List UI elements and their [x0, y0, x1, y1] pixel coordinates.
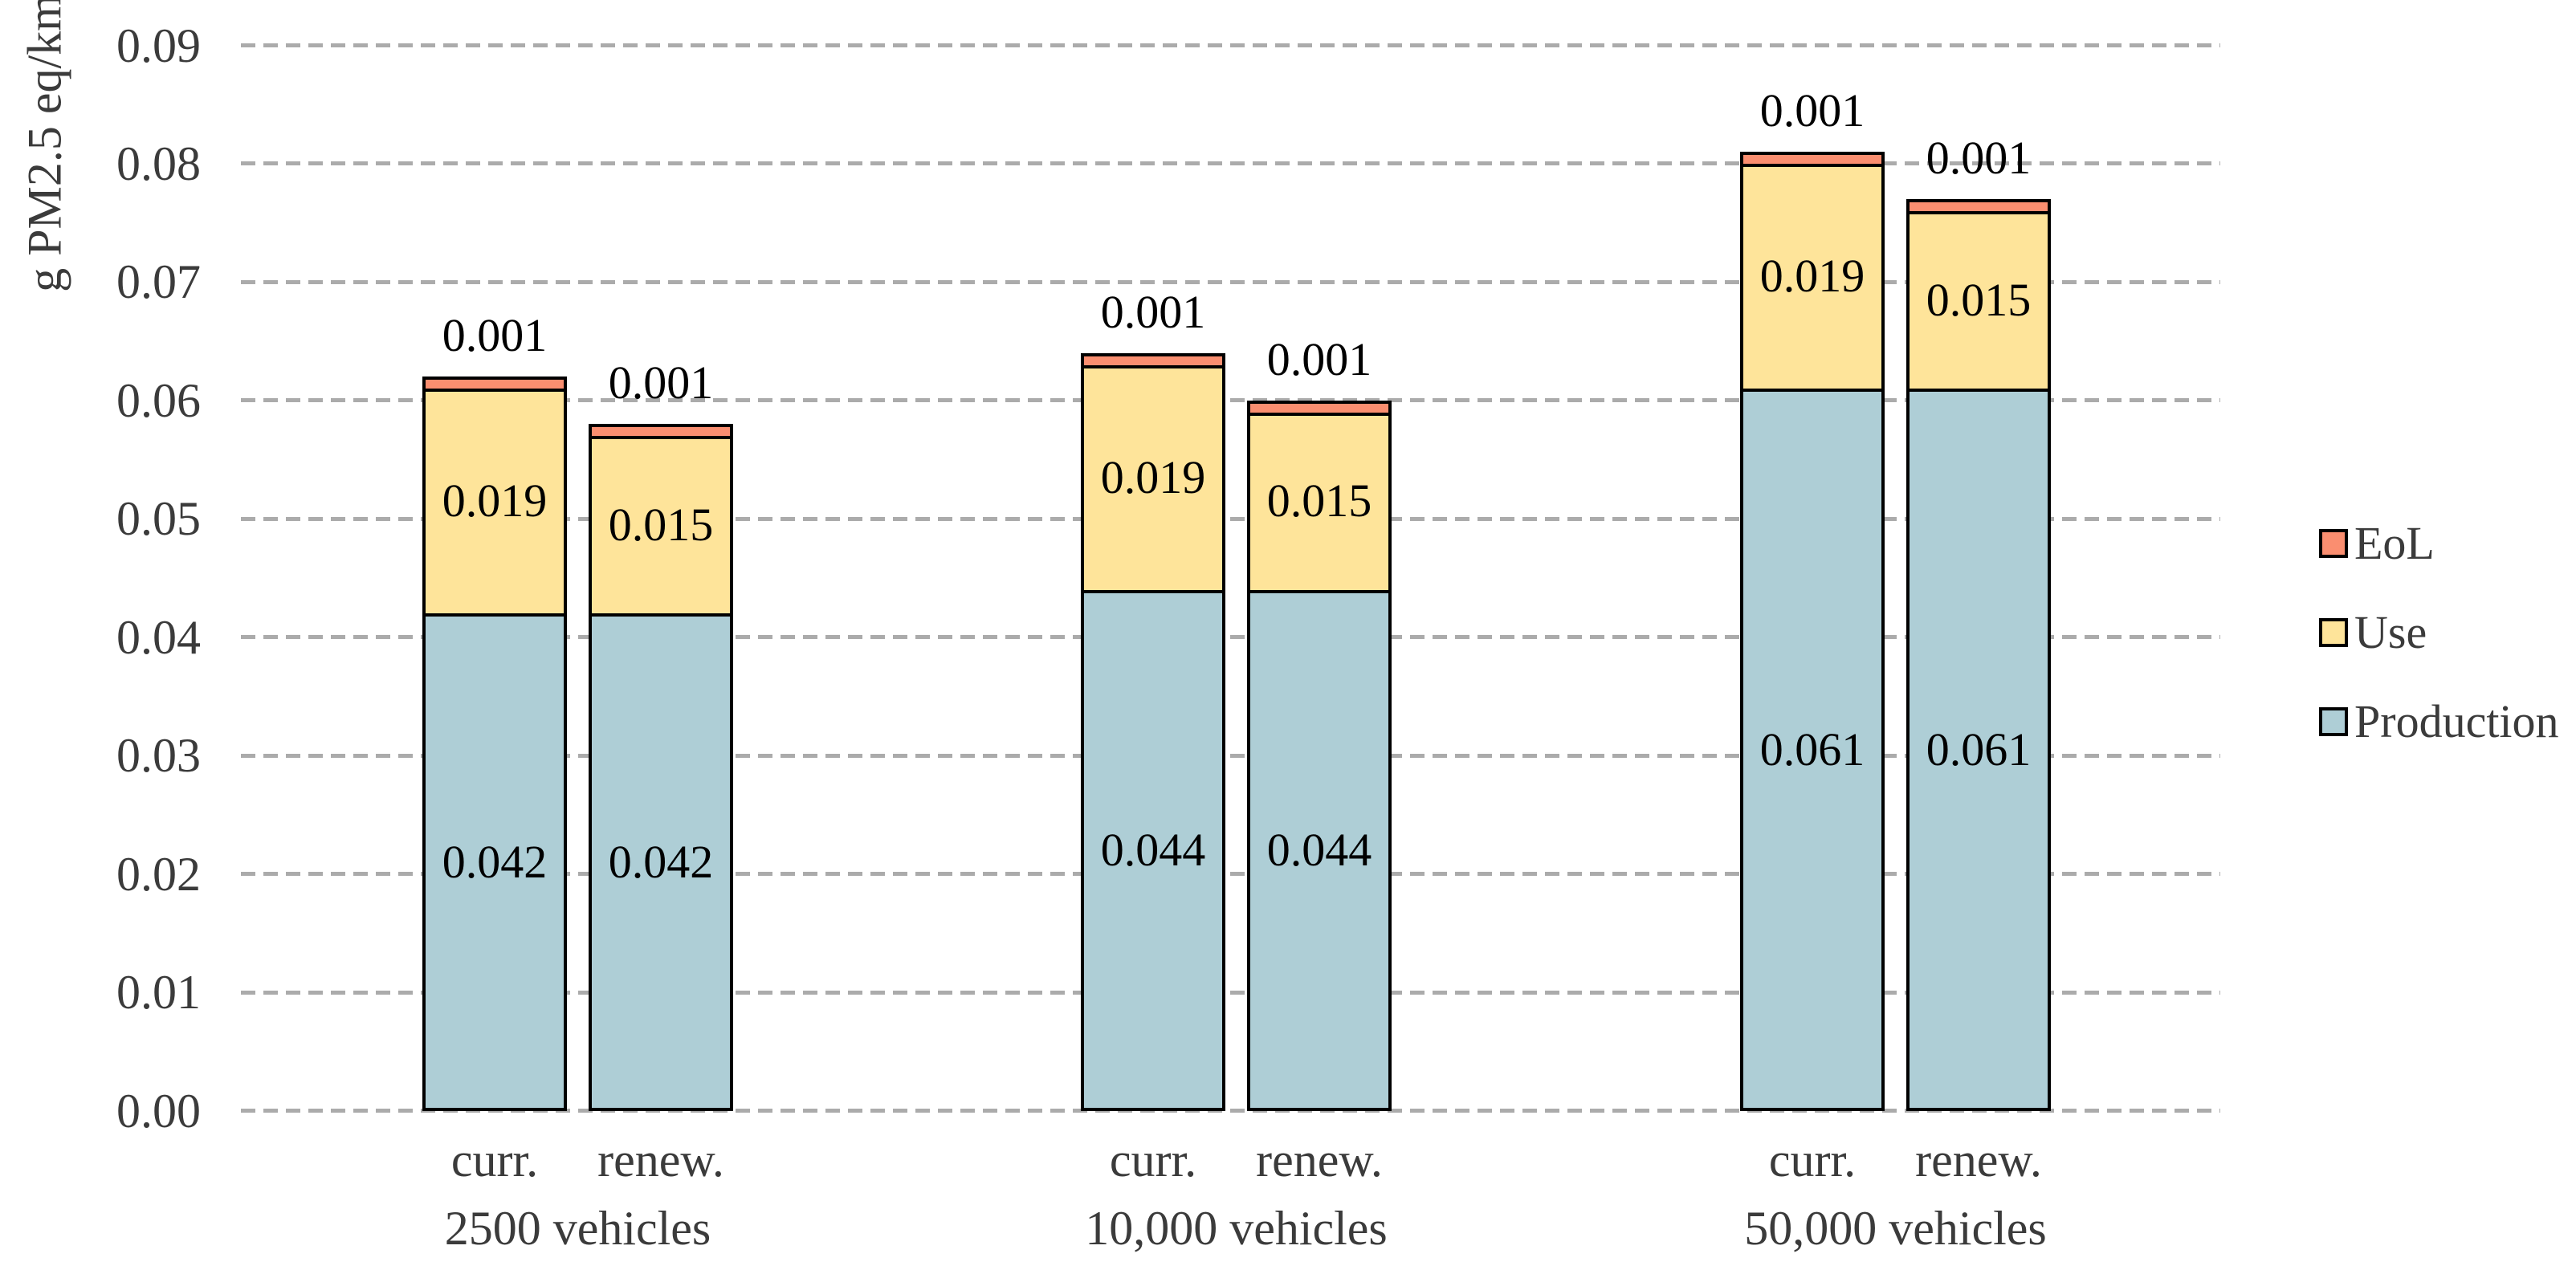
- y-gridline: [241, 872, 2220, 877]
- y-tick-label: 0.07: [116, 255, 201, 309]
- y-gridline: [241, 161, 2220, 166]
- bar-segment-production: [1740, 389, 1885, 1111]
- legend-label-eol: EoL: [2354, 516, 2435, 569]
- y-tick-label: 0.03: [116, 729, 201, 783]
- bar-label-production: 0.061: [1759, 723, 1865, 775]
- y-gridline: [241, 1109, 2220, 1113]
- bar-label-use: 0.019: [442, 474, 548, 527]
- legend-swatch-eol: [2319, 528, 2348, 558]
- y-tick-label: 0.05: [116, 492, 201, 546]
- x-tick-label: renew.: [597, 1134, 724, 1187]
- bar-segment-production: [589, 613, 733, 1111]
- group-label: 10,000 vehicles: [1085, 1202, 1388, 1255]
- bar-label-eol: 0.001: [1759, 84, 1865, 137]
- bar-segment-use: [1740, 164, 1885, 389]
- bar-label-eol: 0.001: [608, 356, 714, 409]
- x-tick-label: renew.: [1256, 1134, 1383, 1187]
- y-gridline: [241, 753, 2220, 758]
- legend-label-production: Production: [2354, 694, 2559, 747]
- bar-segment-production: [422, 613, 567, 1111]
- y-tick-label: 0.09: [116, 18, 201, 72]
- bar-label-eol: 0.001: [1100, 285, 1206, 338]
- legend-swatch-production: [2319, 706, 2348, 736]
- bar-label-production: 0.044: [1100, 824, 1206, 877]
- bar-segment-production: [1081, 589, 1225, 1111]
- y-gridline: [241, 635, 2220, 640]
- y-gridline: [241, 990, 2220, 995]
- bar-label-production: 0.042: [442, 835, 548, 888]
- bar-segment-eol: [589, 424, 733, 437]
- group-label: 50,000 vehicles: [1744, 1202, 2047, 1255]
- y-gridline: [241, 516, 2220, 521]
- bar-segment-use: [1247, 412, 1392, 590]
- legend-label-use: Use: [2354, 605, 2427, 658]
- y-tick-label: 0.02: [116, 847, 201, 901]
- y-gridline: [241, 279, 2220, 284]
- y-gridline: [241, 43, 2220, 48]
- bar-label-production: 0.061: [1926, 723, 2032, 775]
- y-tick-label: 0.04: [116, 610, 201, 664]
- bar-label-eol: 0.001: [1266, 332, 1372, 385]
- y-tick-label: 0.01: [116, 966, 201, 1020]
- bar-segment-use: [1906, 210, 2051, 389]
- bar-segment-production: [1247, 589, 1392, 1111]
- legend-swatch-use: [2319, 617, 2348, 647]
- x-tick-label: curr.: [1109, 1134, 1197, 1187]
- bar-segment-use: [422, 389, 567, 614]
- bar-segment-eol: [422, 377, 567, 389]
- bar-label-use: 0.015: [608, 498, 714, 551]
- bar-segment-production: [1906, 389, 2051, 1111]
- bar-label-production: 0.044: [1266, 824, 1372, 877]
- bar-segment-eol: [1247, 400, 1392, 413]
- bar-label-eol: 0.001: [1926, 132, 2032, 185]
- bar-label-use: 0.019: [1759, 250, 1865, 303]
- bar-segment-use: [589, 436, 733, 614]
- bar-segment-eol: [1740, 152, 1885, 164]
- group-label: 2500 vehicles: [444, 1202, 711, 1255]
- bar-label-use: 0.015: [1926, 273, 2032, 326]
- x-tick-label: curr.: [450, 1134, 539, 1187]
- x-tick-label: renew.: [1915, 1134, 2042, 1187]
- bar-label-eol: 0.001: [442, 309, 548, 362]
- y-gridline: [241, 398, 2220, 403]
- y-tick-label: 0.00: [116, 1084, 201, 1138]
- x-tick-label: curr.: [1768, 1134, 1857, 1187]
- bar-label-use: 0.019: [1100, 450, 1206, 503]
- y-tick-label: 0.08: [116, 136, 201, 190]
- bar-segment-eol: [1906, 199, 2051, 211]
- y-tick-label: 0.06: [116, 373, 201, 427]
- bar-segment-eol: [1081, 352, 1225, 365]
- bar-segment-use: [1081, 364, 1225, 590]
- bar-label-use: 0.015: [1266, 474, 1372, 527]
- bar-label-production: 0.042: [608, 835, 714, 888]
